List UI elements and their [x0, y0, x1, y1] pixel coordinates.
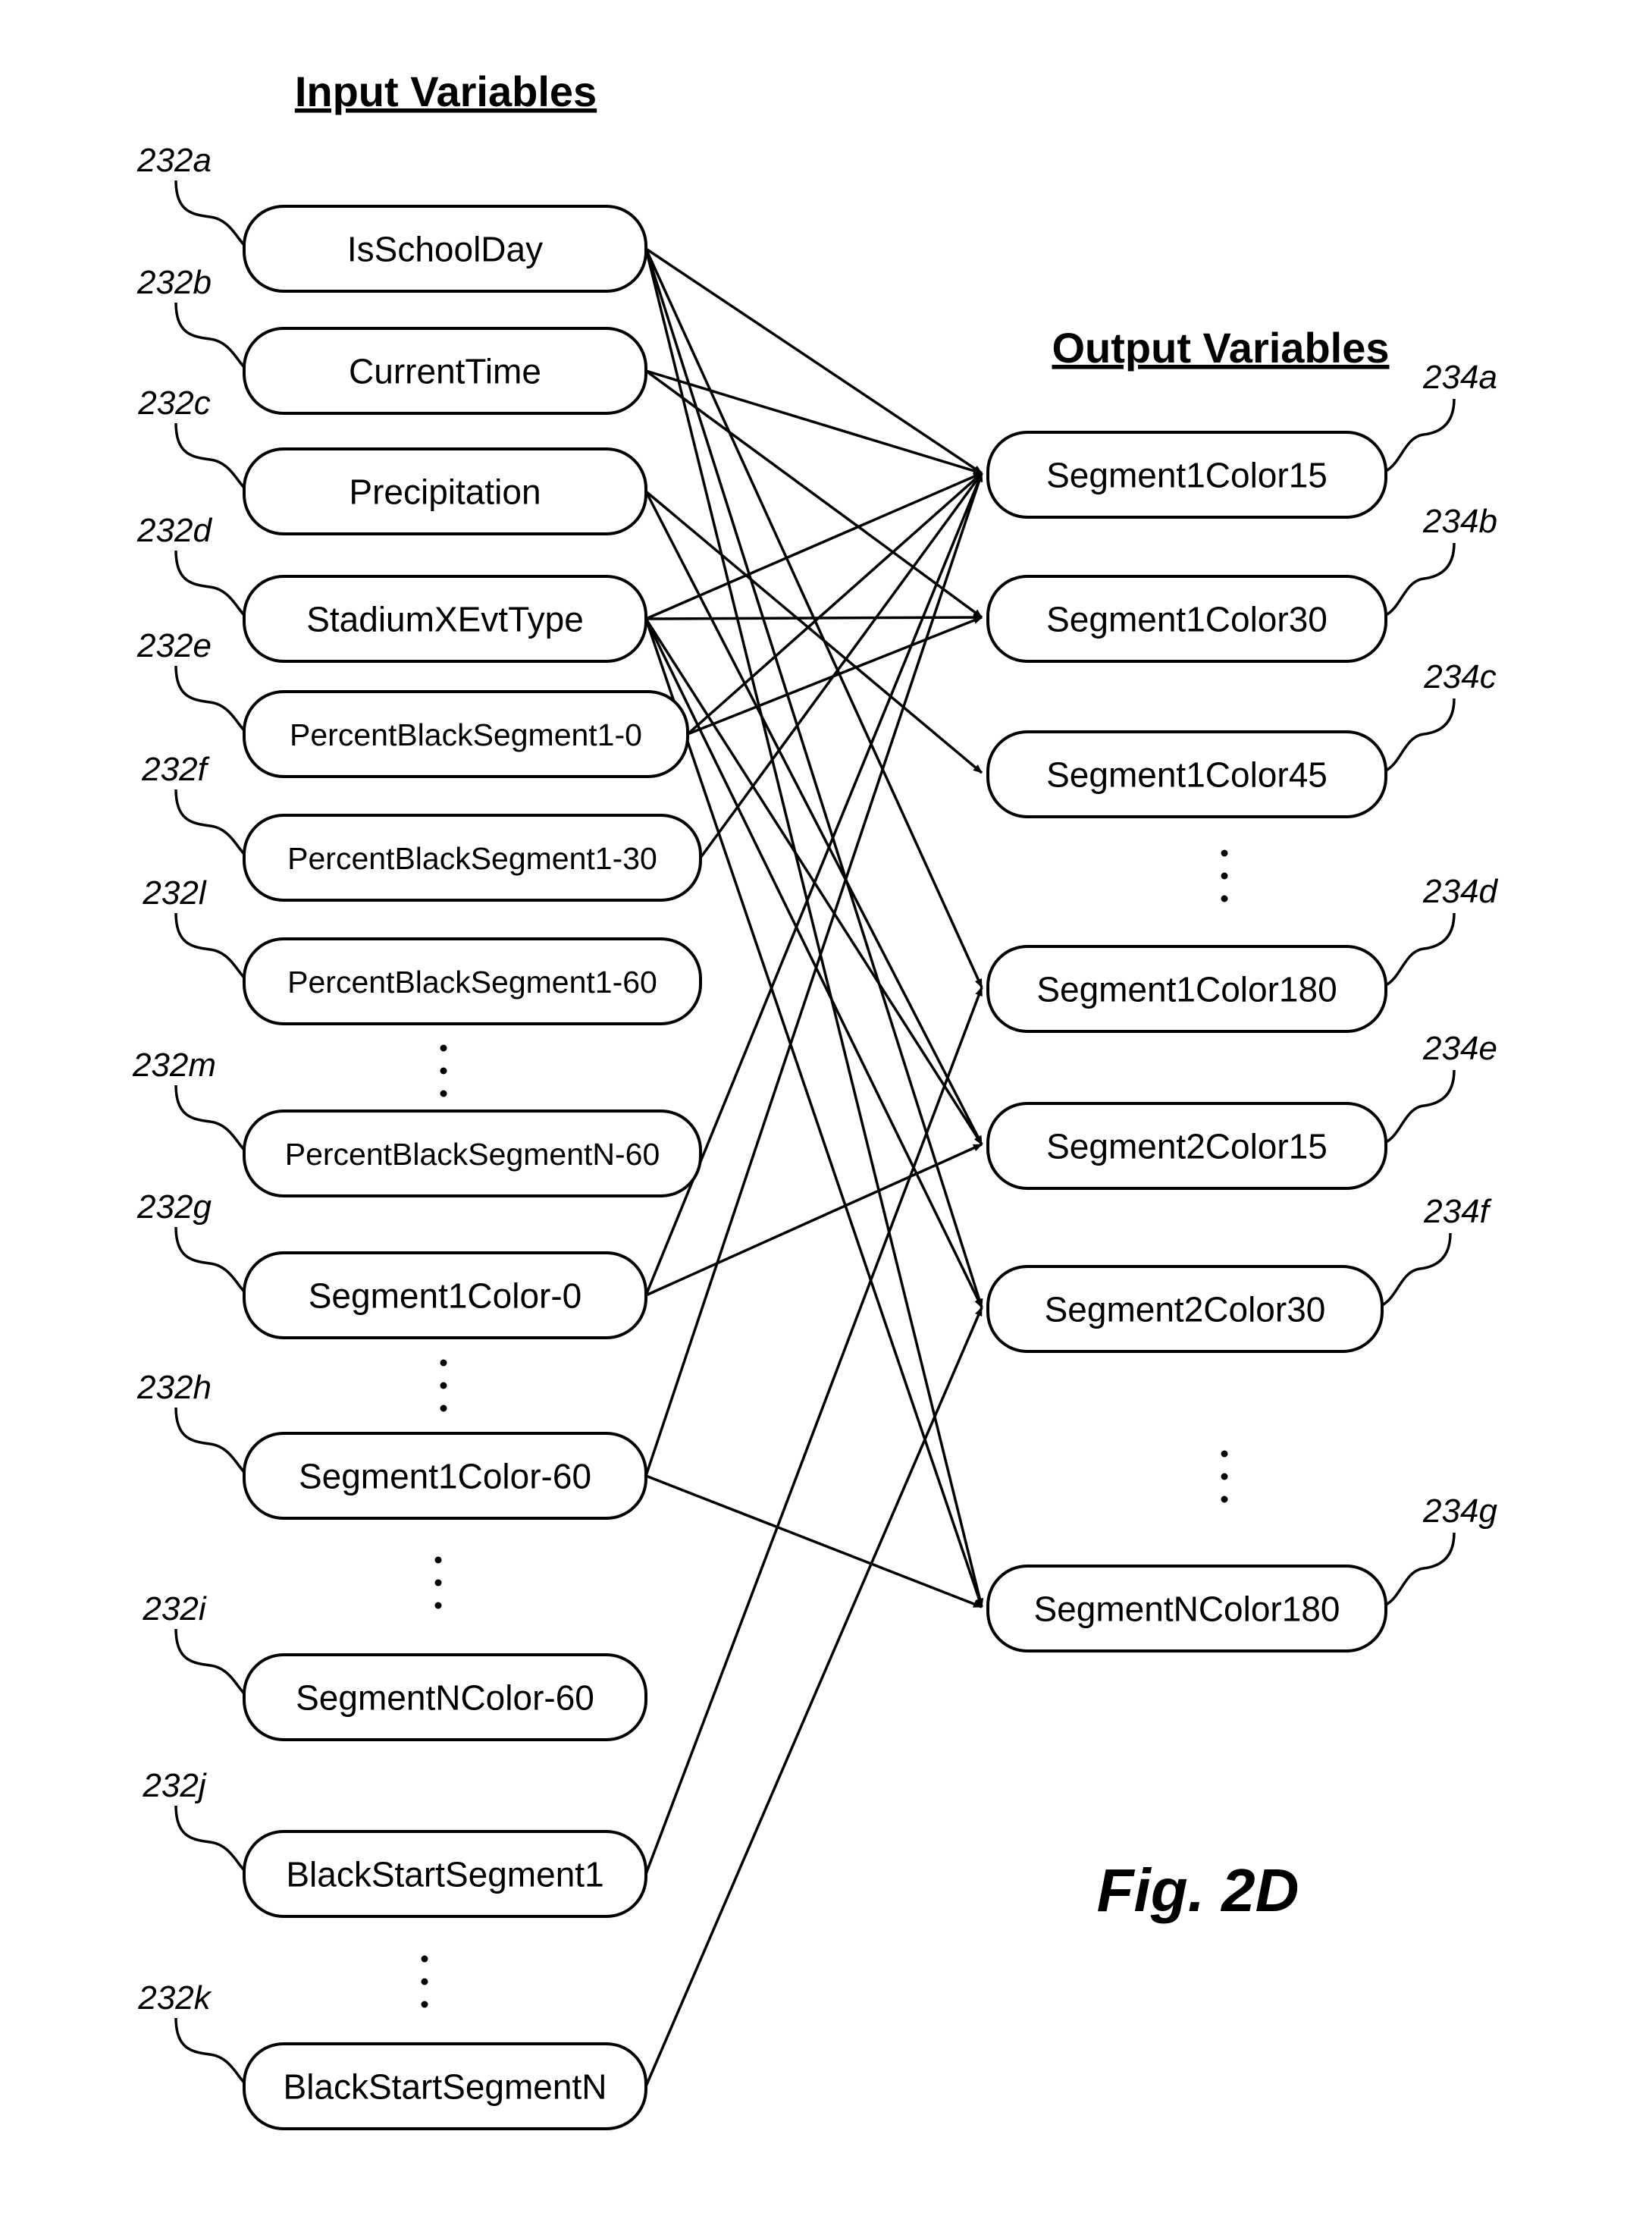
input-reference-label: 232c — [137, 384, 210, 422]
reference-leader — [176, 303, 244, 367]
input-reference-label: 232d — [136, 512, 212, 549]
reference-leader — [176, 789, 244, 854]
reference-leader — [176, 1806, 244, 1870]
input-reference-label: 232m — [132, 1047, 216, 1084]
input-node-label: BlackStartSegment1 — [286, 1855, 603, 1894]
output-ellipsis-2 — [1221, 1451, 1228, 1503]
edge-pbs1-30-to-s1c15 — [701, 473, 982, 858]
output-node-label: SegmentNColor180 — [1033, 1590, 1340, 1629]
output-reference-label: 234e — [1422, 1030, 1497, 1067]
reference-leader — [176, 423, 244, 488]
input-nodes: IsSchoolDay 232a CurrentTime 232b Precipitat… — [132, 142, 701, 2129]
reference-leader — [176, 1227, 244, 1292]
output-reference-label: 234d — [1422, 873, 1498, 910]
edge-bssn-to-s2c30 — [646, 1307, 982, 2086]
reference-leader — [176, 1408, 244, 1472]
input-node-isschoolday: IsSchoolDay 232a — [136, 142, 646, 291]
input-node-label: PercentBlackSegment1-0 — [290, 717, 642, 752]
input-reference-label: 232b — [136, 264, 212, 301]
output-node-s1c180: Segment1Color180 234d — [988, 873, 1498, 1031]
reference-leader — [176, 1085, 244, 1150]
output-reference-label: 234a — [1422, 359, 1497, 396]
input-reference-label: 232g — [136, 1188, 212, 1226]
input-node-label: SegmentNColor-60 — [296, 1678, 594, 1718]
input-node-label: PercentBlackSegment1-60 — [287, 965, 657, 1000]
input-node-snc-60: SegmentNColor-60 232i — [142, 1590, 646, 1740]
output-nodes: Segment1Color15234aSegment1Color30234bSe… — [988, 359, 1498, 1651]
output-variables-heading: Output Variables — [1052, 324, 1390, 372]
edge-s1c-60-to-snc180 — [646, 1476, 982, 1607]
input-ellipsis-3 — [435, 1557, 442, 1609]
reference-leader — [1386, 1533, 1454, 1605]
output-node-snc180: SegmentNColor180 234g — [988, 1492, 1497, 1651]
output-node-label: Segment1Color30 — [1046, 600, 1328, 639]
output-reference-label: 234g — [1422, 1492, 1497, 1530]
input-reference-label: 232a — [136, 142, 212, 179]
output-reference-label: 234f — [1423, 1193, 1492, 1230]
reference-leader — [1386, 399, 1454, 471]
input-reference-label: 232j — [142, 1767, 206, 1804]
input-variables-heading: Input Variables — [295, 67, 597, 115]
output-node-s1c15: Segment1Color15 234a — [988, 359, 1497, 517]
input-node-bssn: BlackStartSegmentN 232k — [137, 1979, 646, 2129]
figure-label: Fig. 2D — [1097, 1856, 1299, 1924]
input-node-label: IsSchoolDay — [347, 230, 543, 269]
edge-bss1-to-s1c180 — [646, 987, 982, 1874]
reference-leader — [1386, 698, 1454, 771]
edge-isschoolday-to-snc180 — [646, 249, 982, 1607]
input-node-label: StadiumXEvtType — [306, 600, 584, 639]
edge-precipitation-to-s2c15 — [646, 491, 982, 1144]
reference-leader — [176, 1629, 244, 1693]
output-ellipsis-1 — [1221, 850, 1228, 902]
edge-stadiumxevttype-to-s1c30 — [646, 617, 982, 619]
input-node-pbsn-60: PercentBlackSegmentN-60 232m — [132, 1047, 701, 1196]
reference-leader — [1386, 543, 1454, 615]
reference-leader — [176, 180, 244, 245]
output-node-s1c30: Segment1Color30 234b — [988, 503, 1497, 661]
output-reference-label: 234c — [1423, 658, 1496, 695]
reference-leader — [176, 666, 244, 730]
input-node-label: PercentBlackSegmentN-60 — [285, 1137, 660, 1172]
reference-leader — [176, 2018, 244, 2082]
reference-leader — [176, 551, 244, 615]
input-reference-label: 232f — [141, 751, 210, 788]
output-node-s1c45: Segment1Color45 234c — [988, 658, 1497, 817]
input-ellipsis-1 — [440, 1045, 447, 1097]
input-reference-label: 232l — [142, 874, 206, 912]
input-node-s1c-0: Segment1Color-0 232g — [136, 1188, 646, 1338]
input-node-bss1: BlackStartSegment1 232j — [142, 1767, 646, 1916]
input-node-label: Precipitation — [349, 472, 541, 512]
input-ellipsis-2 — [440, 1360, 447, 1412]
output-reference-label: 234b — [1422, 503, 1497, 540]
input-reference-label: 232e — [136, 627, 212, 664]
input-ellipsis-4 — [422, 1956, 428, 2008]
input-node-label: Segment1Color-0 — [309, 1276, 582, 1316]
reference-leader — [176, 913, 244, 978]
output-node-s2c30: Segment2Color30 234f — [988, 1193, 1493, 1351]
output-node-label: Segment2Color15 — [1046, 1127, 1328, 1166]
input-reference-label: 232h — [136, 1369, 212, 1406]
output-node-label: Segment1Color180 — [1036, 970, 1337, 1009]
input-node-label: BlackStartSegmentN — [284, 2067, 607, 2107]
input-node-label: CurrentTime — [349, 352, 541, 391]
input-reference-label: 232i — [142, 1590, 206, 1627]
output-node-label: Segment2Color30 — [1045, 1290, 1326, 1329]
output-node-label: Segment1Color15 — [1046, 456, 1328, 495]
reference-leader — [1386, 913, 1454, 985]
output-node-s2c15: Segment2Color15 234e — [988, 1030, 1497, 1188]
edge-stadiumxevttype-to-snc180 — [646, 619, 982, 1607]
input-node-s1c-60: Segment1Color-60 232h — [136, 1369, 646, 1518]
reference-leader — [1382, 1233, 1450, 1305]
input-node-label: PercentBlackSegment1-30 — [287, 841, 657, 876]
input-reference-label: 232k — [137, 1979, 212, 2017]
input-node-label: Segment1Color-60 — [299, 1457, 591, 1496]
reference-leader — [1386, 1070, 1454, 1142]
output-node-label: Segment1Color45 — [1046, 755, 1328, 795]
